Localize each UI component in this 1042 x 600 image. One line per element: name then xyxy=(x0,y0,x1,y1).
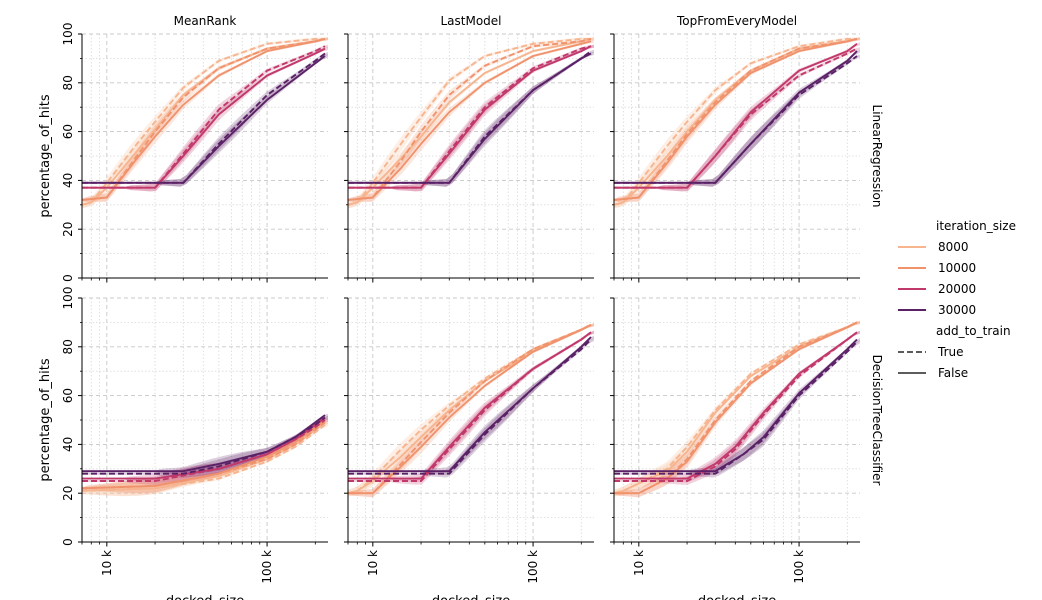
series-lines xyxy=(613,37,858,206)
band-8000-False xyxy=(348,37,594,209)
series-20000-False xyxy=(348,45,592,189)
series-lines xyxy=(613,321,858,495)
legend-hue-title: iteration_size xyxy=(936,219,1016,233)
series-8000-True xyxy=(81,37,325,206)
series-30000-False xyxy=(614,50,858,184)
series-lines xyxy=(81,414,326,492)
y-tick-label: 20 xyxy=(61,222,75,237)
series-10000-False xyxy=(613,37,858,201)
panel-LinearRegression-MeanRank: 0 20 40 60 80 100 MeanRank percentage_of_hits xyxy=(38,14,328,283)
series-20000-False xyxy=(82,47,326,189)
series-30000-False xyxy=(348,52,592,184)
x-tick-label: 10 k xyxy=(366,550,380,576)
band-30000-True xyxy=(348,338,594,478)
y-tick-label: 0 xyxy=(61,538,75,546)
legend-label-10000: 10000 xyxy=(938,261,976,275)
band-8000-False xyxy=(614,37,860,209)
y-axis-label: percentage_of_hits xyxy=(38,94,53,217)
series-8000-True xyxy=(347,323,592,495)
series-20000-False xyxy=(614,331,858,480)
band-30000-True xyxy=(82,416,328,478)
legend-label-30000: 30000 xyxy=(938,303,976,317)
series-20000-False xyxy=(614,43,858,189)
series-30000-False xyxy=(348,336,592,473)
panels: 0 20 40 60 80 100 MeanRank percentage_of_hits La… xyxy=(38,14,884,600)
grid xyxy=(81,33,328,279)
x-tick-label: 10 k xyxy=(100,550,114,576)
x-tick-label: 100 k xyxy=(260,550,274,584)
panel-DecisionTreeClassifier-TopFromEveryModel: 10 k 100 k DecisionTreeClassifier docked_si… xyxy=(610,297,884,600)
band-8000-True xyxy=(82,423,328,497)
legend-style-title: add_to_train xyxy=(936,324,1011,338)
y-tick-label: 100 xyxy=(61,287,75,310)
series-30000-False xyxy=(82,55,326,184)
panel-DecisionTreeClassifier-MeanRank: 0 20 40 60 80 100 10 k 100 k percentage_of_hitsd… xyxy=(38,287,328,600)
grid xyxy=(81,297,328,543)
y-tick-label: 40 xyxy=(61,173,75,188)
series-10000-False xyxy=(348,323,592,495)
x-axis-label: docked_size xyxy=(698,594,776,600)
panel-LinearRegression-LastModel: LastModel xyxy=(344,14,594,283)
legend-label-20000: 20000 xyxy=(938,282,976,296)
series-30000-False xyxy=(82,414,326,473)
series-8000-True xyxy=(347,37,591,206)
row-title: DecisionTreeClassifier xyxy=(870,355,884,486)
series-30000-False xyxy=(614,338,858,473)
band-8000-False xyxy=(348,323,594,497)
series-30000-True xyxy=(82,416,326,475)
series-8000-False xyxy=(347,37,592,206)
x-axis-label: docked_size xyxy=(166,594,244,600)
y-tick-label: 20 xyxy=(61,486,75,501)
x-tick-label: 100 k xyxy=(526,550,540,584)
legend: iteration_size 8000 10000 20000 30000 add_to_… xyxy=(898,219,1016,380)
x-axis-label: docked_size xyxy=(432,594,510,600)
y-tick-label: 80 xyxy=(61,75,75,90)
series-30000-True xyxy=(614,341,858,475)
series-lines xyxy=(347,323,592,495)
legend-label-8000: 8000 xyxy=(938,240,969,254)
band-20000-False xyxy=(614,42,860,192)
series-lines xyxy=(347,37,592,206)
series-20000-False xyxy=(348,331,592,480)
y-tick-label: 40 xyxy=(61,437,75,452)
y-tick-label: 100 xyxy=(61,23,75,46)
band-20000-False xyxy=(82,416,328,483)
band-30000-True xyxy=(348,49,594,187)
panel-DecisionTreeClassifier-LastModel: 10 k 100 k docked_size xyxy=(344,297,594,600)
column-title: LastModel xyxy=(440,14,501,28)
series-20000-True xyxy=(82,419,326,482)
series-10000-False xyxy=(614,321,858,495)
y-tick-label: 0 xyxy=(61,274,75,282)
series-10000-False xyxy=(81,37,326,201)
band-8000-False xyxy=(82,421,328,497)
panel-LinearRegression-TopFromEveryModel: TopFromEveryModel LinearRegression xyxy=(610,14,884,283)
row-title: LinearRegression xyxy=(870,105,884,208)
band-20000-True xyxy=(348,44,594,192)
y-tick-label: 60 xyxy=(61,388,75,403)
x-tick-label: 10 k xyxy=(632,550,646,576)
series-lines xyxy=(81,37,326,206)
series-30000-True xyxy=(348,338,592,475)
column-title: MeanRank xyxy=(174,14,237,28)
legend-label-True: True xyxy=(937,345,964,359)
series-20000-True xyxy=(614,331,858,482)
column-title: TopFromEveryModel xyxy=(676,14,797,28)
band-10000-True xyxy=(348,323,594,498)
y-tick-label: 80 xyxy=(61,339,75,354)
confidence-bands xyxy=(82,413,328,497)
x-tick-label: 100 k xyxy=(792,550,806,584)
y-axis-label: percentage_of_hits xyxy=(38,358,53,481)
band-30000-False xyxy=(82,413,328,476)
y-tick-label: 60 xyxy=(61,124,75,139)
series-10000-True xyxy=(347,37,592,201)
legend-label-False: False xyxy=(938,366,968,380)
band-8000-False xyxy=(82,37,328,209)
series-8000-True xyxy=(613,37,857,206)
band-10000-False xyxy=(348,323,594,498)
band-10000-False xyxy=(348,39,594,203)
